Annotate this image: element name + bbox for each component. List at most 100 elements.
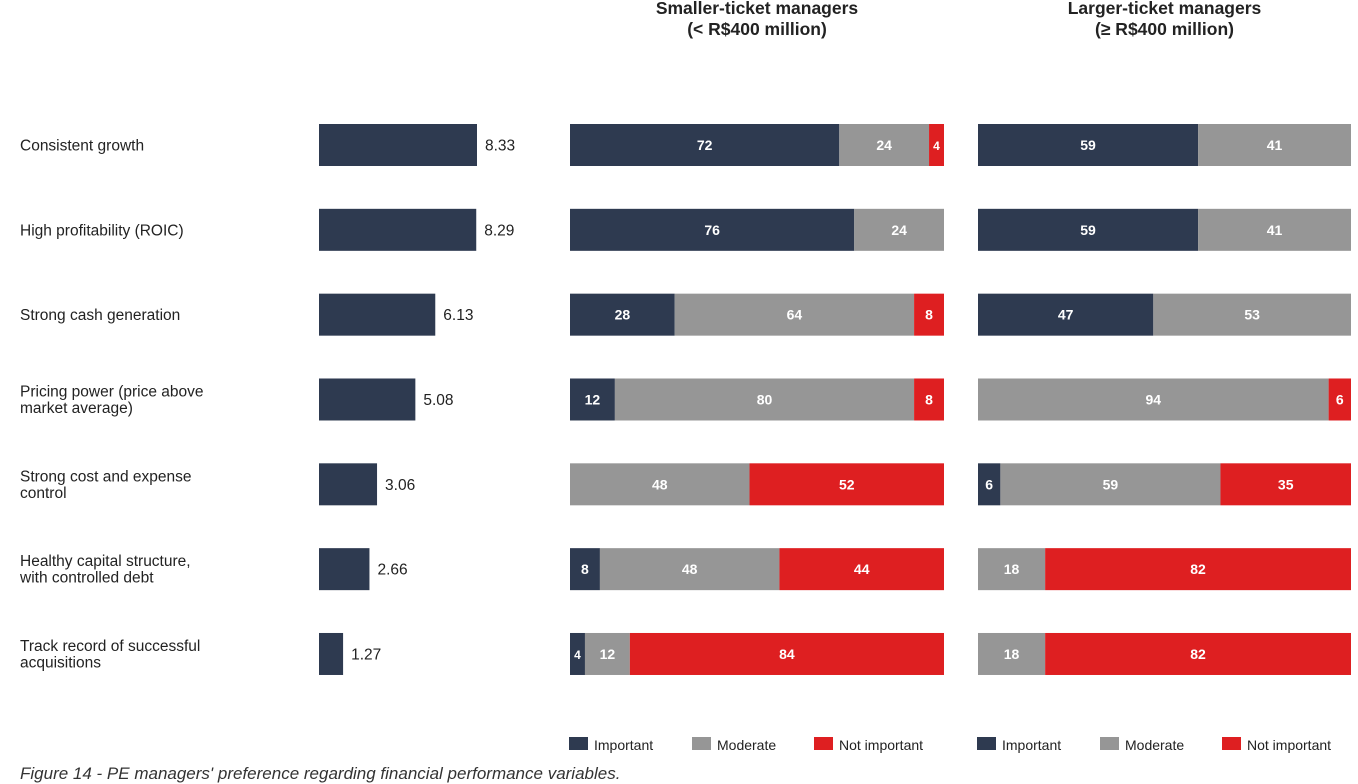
small-ticket-segment-label: 48: [652, 476, 668, 492]
small-ticket-legend-label: Important: [594, 737, 653, 753]
large-ticket-segment-not-important: [1220, 463, 1351, 506]
large-ticket-segment-moderate: [978, 378, 1329, 421]
small-ticket-segment-moderate: [570, 463, 750, 506]
small-ticket-legend-swatch: [692, 737, 711, 750]
category-label: Consistent growth: [20, 138, 144, 155]
figure-caption: Figure 14 - PE managers' preference rega…: [20, 764, 621, 783]
large-ticket-title: Larger-ticket managers: [1068, 0, 1262, 18]
large-ticket-segment-label: 53: [1244, 307, 1260, 323]
category-label: Track record of successful acquisitions: [20, 638, 200, 672]
small-ticket-segment-moderate: [584, 632, 630, 675]
small-ticket-segment-label: 64: [787, 307, 803, 323]
large-ticket-segment-label: 47: [1058, 307, 1074, 323]
small-ticket-legend-label: Moderate: [717, 737, 776, 753]
category-label: Strong cost and expense control: [20, 468, 191, 502]
small-ticket-segment-moderate: [674, 293, 915, 336]
large-ticket-segment-label: 35: [1278, 476, 1294, 492]
large-ticket-segment-moderate: [1000, 463, 1221, 506]
small-ticket-segment-important: [570, 293, 675, 336]
small-ticket-segment-label: 4: [574, 648, 581, 662]
score-bar: [319, 632, 344, 675]
category-label: High profitability (ROIC): [20, 222, 184, 239]
large-ticket-legend-swatch: [977, 737, 996, 750]
score-value-label: 1.27: [351, 646, 381, 663]
small-ticket-title: Smaller-ticket managers: [656, 0, 859, 18]
small-ticket-segment-moderate: [599, 548, 780, 591]
small-ticket-segment-important: [570, 548, 600, 591]
large-ticket-legend-swatch: [1100, 737, 1119, 750]
score-value-label: 2.66: [377, 562, 407, 579]
small-ticket-segment-moderate: [839, 124, 930, 166]
score-bar: [319, 463, 378, 506]
small-ticket-segment-label: 24: [876, 137, 892, 153]
large-ticket-segment-important: [978, 208, 1199, 251]
score-bar: [319, 124, 477, 166]
large-ticket-segment-moderate: [1198, 124, 1351, 166]
small-ticket-segment-label: 72: [697, 137, 713, 153]
large-ticket-segment-important: [978, 124, 1199, 166]
large-ticket-segment-label: 18: [1004, 561, 1020, 577]
large-ticket-segment-moderate: [978, 632, 1046, 675]
large-ticket-segment-label: 41: [1267, 222, 1283, 238]
large-ticket-legend-label: Moderate: [1125, 737, 1184, 753]
large-ticket-legend-label: Important: [1002, 737, 1061, 753]
small-ticket-segment-important: [570, 124, 840, 166]
large-ticket-segment-moderate: [1153, 293, 1351, 336]
large-ticket-segment-label: 59: [1080, 137, 1096, 153]
small-ticket-segment-not-important: [779, 548, 944, 591]
small-ticket-segment-label: 8: [581, 561, 589, 577]
large-ticket-segment-label: 82: [1190, 646, 1206, 662]
small-ticket-segment-label: 52: [839, 476, 855, 492]
large-ticket-segment-moderate: [1198, 208, 1351, 251]
large-ticket-segment-moderate: [978, 548, 1046, 591]
large-ticket-segment-label: 18: [1004, 646, 1020, 662]
small-ticket-segment-label: 44: [854, 561, 870, 577]
small-ticket-segment-important: [570, 208, 855, 251]
small-ticket-segment-label: 80: [757, 391, 773, 407]
small-ticket-segment-label: 28: [615, 307, 631, 323]
small-ticket-segment-moderate: [854, 208, 944, 251]
score-value-label: 8.29: [484, 222, 514, 239]
score-value-label: 6.13: [443, 307, 473, 324]
small-ticket-segment-label: 84: [779, 646, 795, 662]
large-ticket-segment-important: [978, 293, 1154, 336]
large-ticket-segment-not-important: [1045, 632, 1351, 675]
category-label: Pricing power (price above market average…: [20, 383, 204, 417]
large-ticket-segment-not-important: [1328, 378, 1351, 421]
small-ticket-legend-label: Not important: [839, 737, 923, 753]
large-ticket-legend-swatch: [1222, 737, 1241, 750]
category-label: Healthy capital structure, with controlle…: [19, 553, 191, 587]
large-ticket-segment-label: 6: [985, 476, 993, 492]
small-ticket-segment-label: 8: [925, 391, 933, 407]
small-ticket-segment-label: 48: [682, 561, 698, 577]
small-ticket-segment-important: [570, 632, 585, 675]
large-ticket-segment-label: 82: [1190, 561, 1206, 577]
small-ticket-segment-not-important: [929, 124, 944, 166]
small-ticket-segment-label: 12: [600, 646, 616, 662]
score-bar: [319, 208, 477, 251]
small-ticket-segment-important: [570, 378, 615, 421]
small-ticket-segment-not-important: [914, 378, 944, 421]
small-ticket-segment-label: 8: [925, 307, 933, 323]
score-bar: [319, 293, 436, 336]
category-label: Strong cash generation: [20, 307, 180, 324]
large-ticket-segment-not-important: [1045, 548, 1351, 591]
large-ticket-segment-label: 41: [1267, 137, 1283, 153]
score-bar: [319, 378, 416, 421]
small-ticket-segment-label: 24: [891, 222, 907, 238]
small-ticket-segment-label: 12: [585, 391, 601, 407]
small-ticket-segment-moderate: [614, 378, 915, 421]
large-ticket-title: (≥ R$400 million): [1095, 19, 1234, 39]
small-ticket-legend-swatch: [814, 737, 833, 750]
large-ticket-segment-label: 94: [1146, 391, 1162, 407]
small-ticket-segment-not-important: [914, 293, 944, 336]
score-value-label: 5.08: [423, 392, 453, 409]
large-ticket-segment-label: 59: [1080, 222, 1096, 238]
large-ticket-segment-label: 6: [1336, 391, 1344, 407]
small-ticket-segment-label: 76: [704, 222, 720, 238]
small-ticket-title: (< R$400 million): [687, 19, 827, 39]
large-ticket-legend-label: Not important: [1247, 737, 1331, 753]
score-value-label: 3.06: [385, 477, 415, 494]
large-ticket-segment-label: 59: [1103, 476, 1119, 492]
